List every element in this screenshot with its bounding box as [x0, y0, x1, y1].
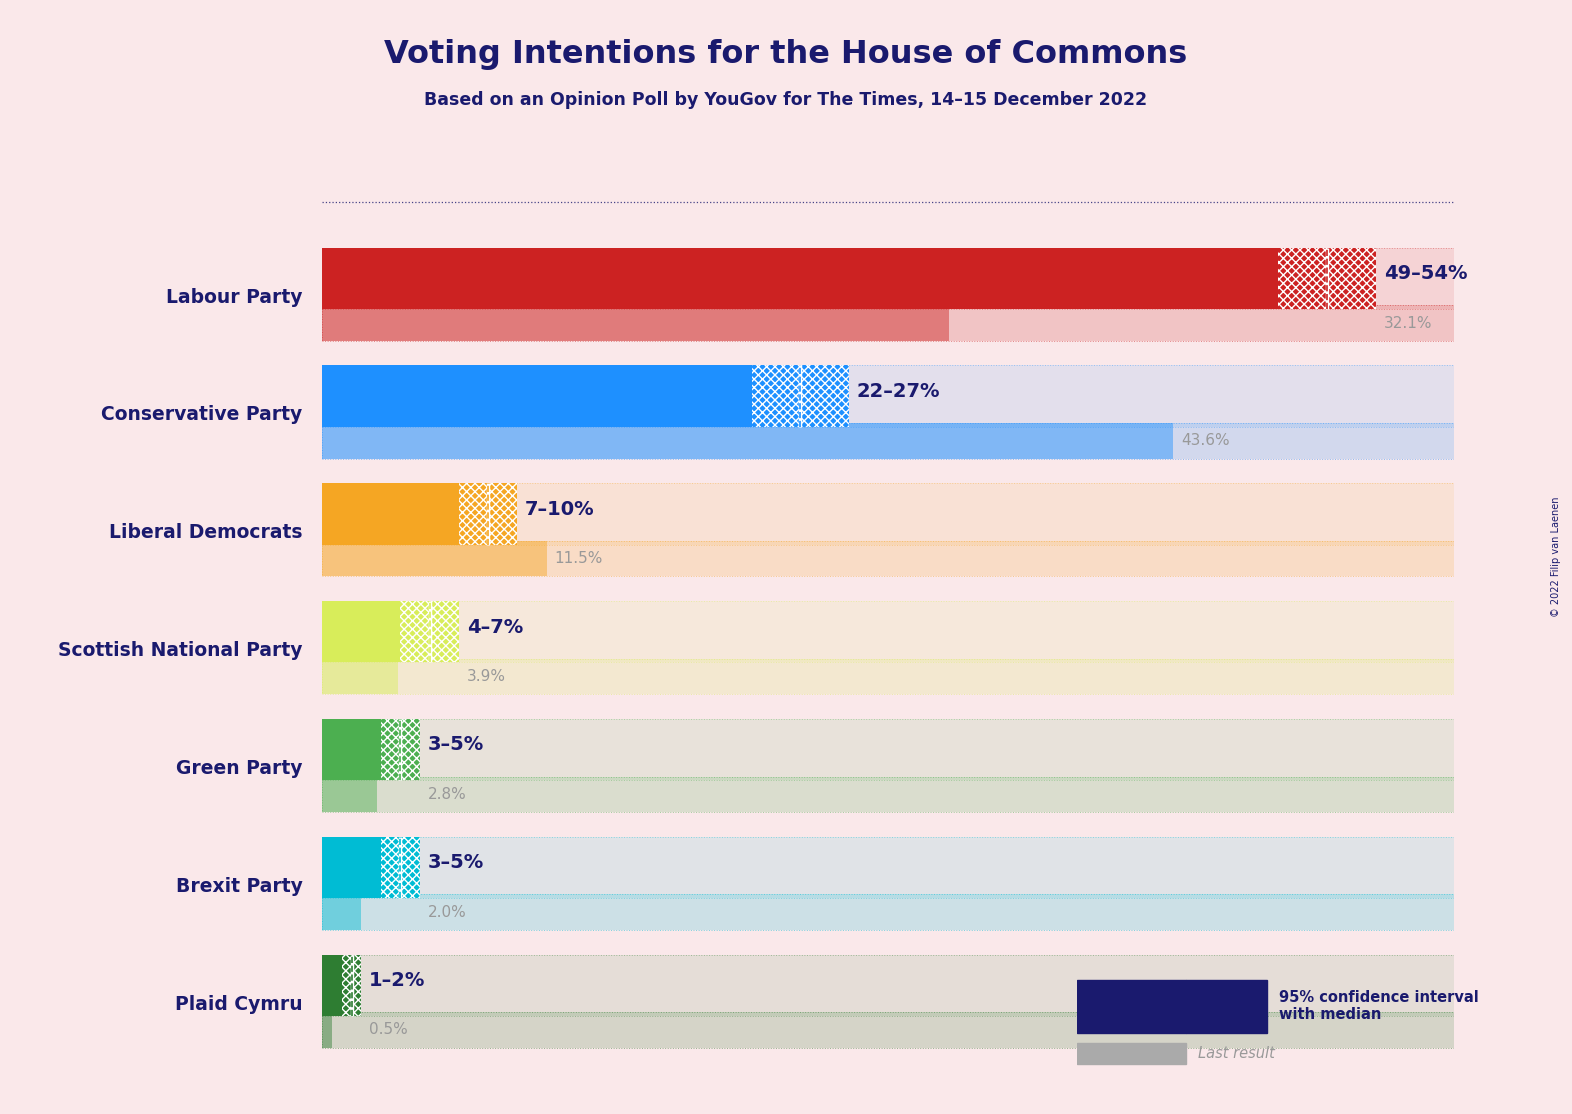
Text: 3.9%: 3.9% — [467, 670, 506, 684]
Text: 22–27%: 22–27% — [857, 382, 940, 401]
Bar — [322, 541, 547, 576]
Text: 2.8%: 2.8% — [428, 786, 467, 802]
Text: Brexit Party: Brexit Party — [176, 877, 303, 896]
Bar — [380, 837, 420, 898]
Bar — [322, 895, 1454, 930]
Text: 2.0%: 2.0% — [428, 905, 467, 920]
Bar — [1278, 247, 1376, 309]
Bar — [322, 365, 1454, 427]
Bar — [322, 483, 1454, 545]
Bar — [322, 776, 377, 812]
Bar — [322, 895, 362, 930]
Text: 7–10%: 7–10% — [525, 500, 594, 519]
Bar — [322, 541, 1454, 576]
Bar — [322, 247, 1454, 309]
Bar — [322, 247, 1278, 309]
Bar — [1077, 1043, 1187, 1065]
Text: Labour Party: Labour Party — [167, 287, 303, 306]
Text: Conservative Party: Conservative Party — [102, 405, 303, 424]
Bar — [322, 719, 1454, 780]
Bar — [322, 423, 1454, 459]
Bar — [322, 423, 1454, 459]
Bar — [322, 305, 1454, 341]
Text: Liberal Democrats: Liberal Democrats — [108, 524, 303, 543]
Text: 4–7%: 4–7% — [467, 617, 523, 636]
Bar — [322, 305, 1454, 341]
Text: Green Party: Green Party — [176, 759, 303, 778]
Bar — [322, 602, 1454, 663]
Bar — [322, 658, 398, 694]
Text: Voting Intentions for the House of Commons: Voting Intentions for the House of Commo… — [385, 39, 1187, 70]
Bar — [322, 658, 1454, 694]
Bar — [322, 658, 1454, 694]
Bar — [322, 365, 1454, 427]
Bar — [322, 837, 1454, 898]
Text: © 2022 Filip van Laenen: © 2022 Filip van Laenen — [1552, 497, 1561, 617]
Bar — [751, 365, 849, 427]
Bar — [322, 719, 380, 780]
Bar — [1187, 980, 1267, 1033]
Text: Based on an Opinion Poll by YouGov for The Times, 14–15 December 2022: Based on an Opinion Poll by YouGov for T… — [424, 91, 1148, 109]
Text: Last result: Last result — [1198, 1046, 1275, 1062]
Bar — [322, 602, 1454, 663]
Text: Scottish National Party: Scottish National Party — [58, 641, 303, 661]
Text: Plaid Cymru: Plaid Cymru — [174, 995, 303, 1014]
Bar — [322, 541, 1454, 576]
Bar — [322, 247, 1454, 309]
Bar — [322, 365, 751, 427]
Bar — [322, 955, 341, 1016]
Text: 3–5%: 3–5% — [428, 735, 484, 754]
Text: 3–5%: 3–5% — [428, 853, 484, 872]
Bar — [322, 895, 1454, 930]
Bar — [459, 483, 517, 545]
Text: 11.5%: 11.5% — [555, 551, 602, 566]
Bar — [322, 837, 380, 898]
Bar — [322, 483, 1454, 545]
Bar — [1077, 980, 1187, 1033]
Bar — [322, 305, 948, 341]
Bar — [322, 602, 401, 663]
Bar — [322, 955, 1454, 1016]
Bar — [322, 955, 1454, 1016]
Bar — [322, 776, 1454, 812]
Bar — [380, 719, 420, 780]
Bar — [322, 483, 459, 545]
Text: 0.5%: 0.5% — [369, 1023, 407, 1037]
Text: 49–54%: 49–54% — [1383, 264, 1467, 283]
Bar — [322, 1013, 332, 1047]
Bar — [341, 955, 362, 1016]
Bar — [322, 776, 1454, 812]
Bar — [322, 423, 1173, 459]
Bar — [322, 837, 1454, 898]
Bar — [401, 602, 459, 663]
Text: 95% confidence interval
with median: 95% confidence interval with median — [1278, 990, 1478, 1023]
Text: 1–2%: 1–2% — [369, 971, 426, 990]
Bar — [322, 1013, 1454, 1047]
Text: 43.6%: 43.6% — [1181, 433, 1229, 448]
Bar — [322, 1013, 1454, 1047]
Bar — [322, 719, 1454, 780]
Text: 32.1%: 32.1% — [1383, 315, 1432, 331]
